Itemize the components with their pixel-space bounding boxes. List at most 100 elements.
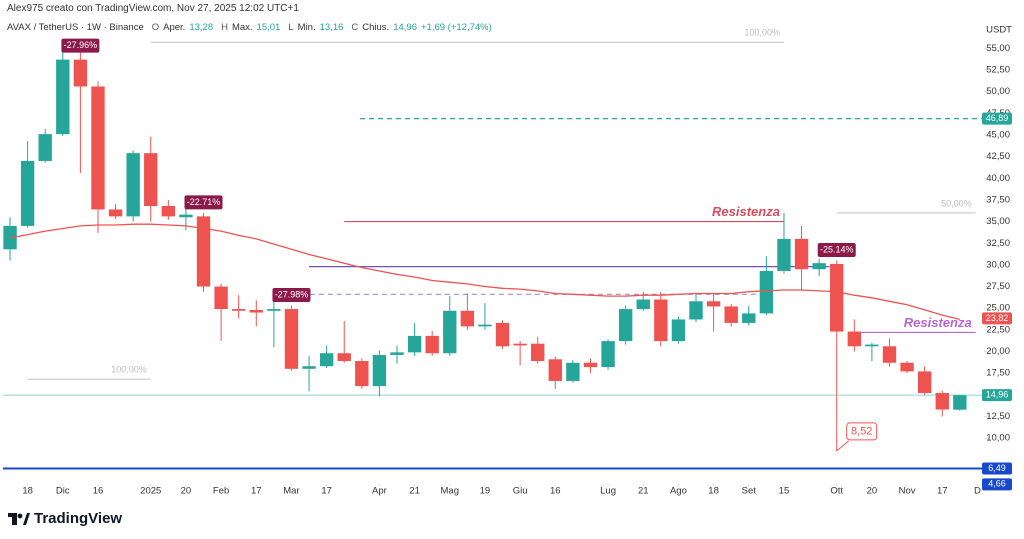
- candle-body: [583, 362, 598, 368]
- y-tick-label: 32,50: [986, 238, 1010, 249]
- x-tick-label: Ott: [830, 486, 843, 497]
- x-tick-label: 17: [321, 486, 332, 497]
- candle-body: [724, 306, 738, 323]
- x-tick-label: 2025: [140, 486, 161, 497]
- candle-body: [144, 153, 158, 206]
- candle-body: [319, 353, 334, 367]
- symbol: AVAX / TetherUS · 1W · Binance: [7, 22, 144, 33]
- y-tick-label: 27,50: [986, 281, 1010, 292]
- x-tick-label: 18: [22, 486, 33, 497]
- change-box: [817, 243, 856, 258]
- x-tick-label: 16: [93, 486, 104, 497]
- line-label: 50,00%: [941, 198, 972, 208]
- candle-body: [302, 366, 316, 369]
- change-box: [184, 195, 223, 210]
- x-tick-label: 17: [937, 486, 948, 497]
- x-tick-label: Set: [742, 486, 757, 497]
- low-box: [846, 422, 878, 441]
- y-tick-label: 17,50: [986, 368, 1010, 379]
- price-tag-label: 6,49: [988, 463, 1006, 473]
- candle-body: [531, 343, 545, 362]
- x-tick-label: 16: [550, 486, 561, 497]
- candle-body: [249, 309, 263, 313]
- line-label: Resistenza: [904, 315, 972, 330]
- candle-body: [232, 309, 246, 311]
- candle-body: [953, 395, 967, 410]
- candle-body: [38, 134, 52, 161]
- y-tick-label: 12,50: [986, 411, 1010, 422]
- price-tag: [982, 312, 1012, 325]
- candle-body: [495, 322, 510, 347]
- candle-body: [601, 341, 615, 368]
- logo-icon: [8, 512, 30, 525]
- x-tick-label: 18: [708, 486, 719, 497]
- candle-body: [513, 343, 527, 346]
- candle-body: [618, 309, 633, 342]
- ohlc-key: O: [151, 22, 160, 33]
- candle-body: [196, 216, 211, 287]
- y-tick-label: 40,00: [986, 173, 1010, 184]
- ohlc-key: H: [221, 22, 228, 33]
- x-tick-label: Lug: [600, 486, 616, 497]
- candle-body: [882, 346, 897, 363]
- candle-body: [900, 362, 914, 372]
- ohlc-name: Min.: [297, 22, 316, 33]
- y-tick-label: 45,00: [986, 129, 1010, 140]
- x-tick-label: Mar: [283, 486, 299, 497]
- candle-body: [56, 59, 70, 135]
- price-tag: [982, 389, 1012, 402]
- x-tick-label: Apr: [372, 486, 387, 497]
- x-tick-label: 21: [638, 486, 649, 497]
- candle-body: [425, 335, 439, 354]
- change: +1,69 (+12,74%): [420, 22, 492, 33]
- x-tick-label: Ago: [670, 486, 687, 497]
- change-label: -27.96%: [64, 40, 98, 50]
- candle-body: [460, 310, 475, 327]
- price-tag: [982, 478, 1012, 491]
- candle-body: [706, 301, 721, 307]
- change-label: -22.71%: [187, 197, 221, 207]
- ohlc-name: Chius.: [362, 22, 390, 33]
- ohlc-key: C: [351, 22, 359, 33]
- candle-body: [847, 331, 861, 347]
- candle-body: [161, 205, 176, 217]
- ohlc-value: 13,28: [189, 22, 214, 33]
- x-tick-label: 20: [181, 486, 192, 497]
- candle-body: [689, 301, 703, 320]
- candle-body: [73, 59, 88, 87]
- x-tick-label: Dic: [56, 486, 70, 497]
- candle-body: [812, 263, 826, 270]
- x-tick-label: 17: [251, 486, 262, 497]
- candle-body: [742, 313, 756, 323]
- y-tick-label: 42,50: [986, 151, 1010, 162]
- candle-body: [337, 353, 351, 362]
- candle-body: [443, 310, 457, 354]
- ohlc-key: L: [288, 22, 294, 33]
- candle-body: [108, 209, 123, 217]
- price-tag: [982, 112, 1012, 125]
- y-tick-label: 20,00: [986, 346, 1010, 357]
- candle-body: [267, 309, 281, 311]
- chart: USDT10,0012,5015,0017,5020,0022,5025,002…: [3, 25, 1012, 497]
- footer-logo: TradingView: [8, 510, 122, 527]
- candle-body: [126, 153, 140, 217]
- candle-body: [407, 335, 422, 353]
- y-tick-label: 37,50: [986, 194, 1010, 205]
- y-tick-label: 10,00: [986, 433, 1010, 444]
- candle-body: [390, 352, 404, 355]
- candle-body: [355, 361, 369, 387]
- y-tick-label: 22,50: [986, 324, 1010, 335]
- change-box: [272, 288, 311, 303]
- candle-body: [794, 238, 809, 270]
- x-tick-label: Mag: [441, 486, 459, 497]
- low-label: 8,52: [851, 425, 872, 437]
- currency: USDT: [986, 25, 1012, 36]
- candle-body: [566, 362, 580, 381]
- ohlc-value: 14,96: [393, 22, 417, 33]
- ohlc-name: Aper.: [163, 22, 186, 33]
- y-tick-label: 52,50: [986, 65, 1010, 76]
- candle-body: [478, 324, 492, 327]
- y-tick-label: 35,00: [986, 216, 1010, 227]
- x-tick-label: Feb: [213, 486, 229, 497]
